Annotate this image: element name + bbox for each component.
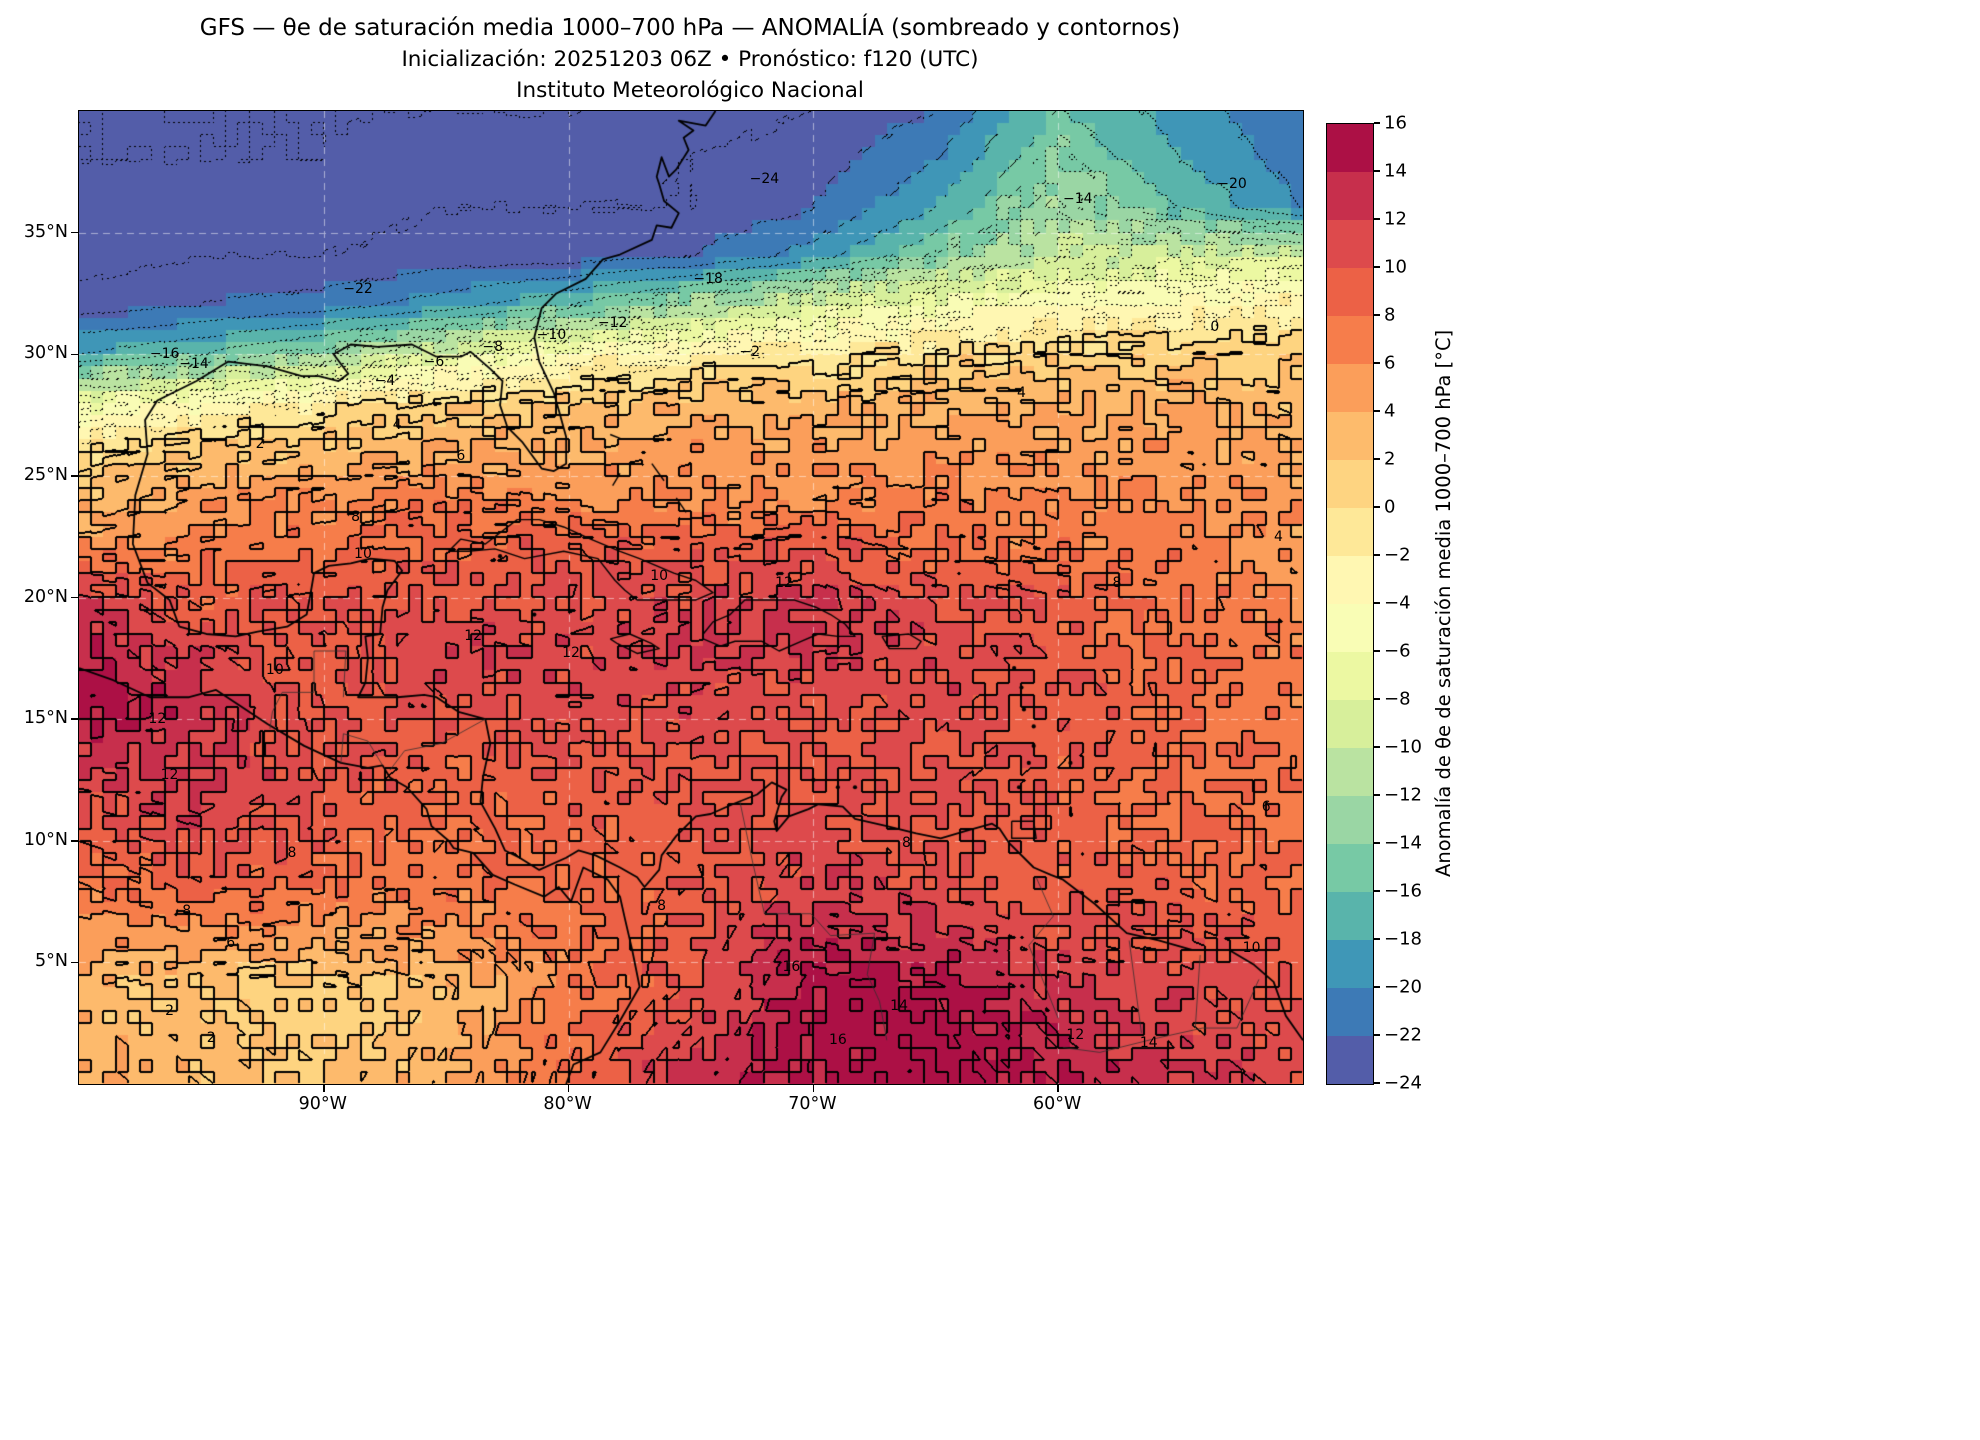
- colorbar-tick-mark: [1374, 986, 1380, 988]
- x-tick-label: 90°W: [298, 1094, 347, 1114]
- colorbar-tick-label: 0: [1384, 496, 1396, 518]
- y-tick-label: 10°N: [23, 829, 68, 850]
- colorbar-tick-mark: [1374, 794, 1380, 796]
- colorbar-axis-label: Anomalía de θe de saturación media 1000–…: [1432, 329, 1455, 877]
- colorbar-band: [1327, 844, 1373, 892]
- colorbar-band: [1327, 556, 1373, 604]
- colorbar-tick-mark: [1374, 362, 1380, 364]
- colorbar-tick-label: −10: [1384, 736, 1422, 758]
- colorbar-band: [1327, 796, 1373, 844]
- y-tick-mark: [70, 718, 78, 720]
- y-tick-label: 20°N: [23, 586, 68, 607]
- y-tick-mark: [70, 596, 78, 599]
- colorbar-tick-mark: [1374, 650, 1380, 652]
- colorbar-band: [1327, 220, 1373, 268]
- x-tick-mark: [323, 1085, 325, 1092]
- colorbar-band: [1327, 652, 1373, 700]
- colorbar-tick-label: 16: [1384, 112, 1407, 134]
- chart-subtitle-init-forecast: Inicialización: 20251203 06Z • Pronóstic…: [401, 47, 979, 72]
- y-tick-mark: [70, 475, 78, 477]
- y-tick-mark: [70, 961, 78, 964]
- colorbar-tick-mark: [1374, 458, 1380, 460]
- colorbar-tick-label: −2: [1384, 544, 1411, 566]
- colorbar-tick-mark: [1374, 602, 1380, 604]
- chart-title: GFS — θe de saturación media 1000–700 hP…: [199, 15, 1181, 41]
- colorbar-tick-mark: [1374, 698, 1380, 700]
- colorbar-tick-label: 10: [1384, 256, 1407, 278]
- colorbar-tick-mark: [1374, 938, 1380, 940]
- colorbar-tick-mark: [1374, 842, 1380, 844]
- map-plot-area: −24 −22 −20 −18 −16 −14 −14 −12 −10 −8 −6 −4 −2 0 2 2 2 4…: [70, 110, 1304, 1092]
- y-tick-label: 25°N: [23, 464, 68, 485]
- colorbar-tick-label: −14: [1384, 832, 1422, 854]
- colorbar-tick-label: 8: [1384, 304, 1396, 326]
- colorbar-tick-mark: [1374, 410, 1380, 412]
- colorbar-tick-mark: [1374, 170, 1380, 172]
- colorbar-tick-label: −20: [1384, 976, 1422, 998]
- x-tick-label: 70°W: [788, 1094, 837, 1114]
- anomaly-map-canvas: [79, 111, 1303, 1084]
- colorbar-tick-label: 2: [1384, 448, 1396, 470]
- colorbar-tick-label: 4: [1384, 400, 1396, 422]
- colorbar-band: [1327, 316, 1373, 364]
- colorbar-tick-label: −8: [1384, 688, 1411, 710]
- colorbar-tick-mark: [1374, 506, 1380, 508]
- colorbar-tick-mark: [1374, 1034, 1380, 1036]
- colorbar-tick-mark: [1374, 266, 1380, 268]
- colorbar-tick-label: 6: [1384, 352, 1396, 374]
- x-tick-mark: [567, 1085, 570, 1092]
- colorbar-tick-mark: [1374, 122, 1380, 124]
- colorbar-band: [1327, 988, 1373, 1036]
- x-tick-label: 80°W: [543, 1094, 592, 1114]
- colorbar-band: [1327, 268, 1373, 316]
- colorbar-tick-mark: [1374, 890, 1380, 892]
- chart-subtitle-institution: Instituto Meteorológico Nacional: [516, 78, 864, 103]
- colorbar-band: [1327, 604, 1373, 652]
- colorbar-band: [1327, 940, 1373, 988]
- colorbar-tick-label: −24: [1384, 1072, 1422, 1094]
- y-tick-label: 5°N: [35, 951, 68, 972]
- y-tick-mark: [70, 840, 78, 842]
- colorbar-band: [1327, 1036, 1373, 1084]
- colorbar: [1326, 123, 1374, 1085]
- y-tick-mark: [70, 353, 78, 355]
- colorbar-band: [1327, 460, 1373, 508]
- x-tick-mark: [812, 1085, 815, 1092]
- colorbar-band: [1327, 700, 1373, 748]
- colorbar-tick-mark: [1374, 554, 1380, 556]
- x-tick-label: 60°W: [1033, 1094, 1082, 1114]
- colorbar-band: [1327, 508, 1373, 556]
- colorbar-tick-mark: [1374, 746, 1380, 748]
- colorbar-tick-label: 12: [1384, 208, 1407, 230]
- colorbar-tick-mark: [1374, 314, 1380, 316]
- colorbar-band: [1327, 748, 1373, 796]
- y-tick-label: 35°N: [23, 221, 68, 242]
- colorbar-band: [1327, 172, 1373, 220]
- colorbar-tick-label: −4: [1384, 592, 1411, 614]
- colorbar-tick-label: −18: [1384, 928, 1422, 950]
- colorbar-band: [1327, 412, 1373, 460]
- colorbar-band: [1327, 364, 1373, 412]
- colorbar-tick-label: −22: [1384, 1024, 1422, 1046]
- x-tick-mark: [1057, 1085, 1059, 1092]
- colorbar-tick-label: 14: [1384, 160, 1407, 182]
- colorbar-tick-label: −16: [1384, 880, 1422, 902]
- colorbar-tick-mark: [1374, 1082, 1380, 1084]
- colorbar-band: [1327, 124, 1373, 172]
- y-tick-label: 30°N: [23, 343, 68, 364]
- colorbar-tick-label: −6: [1384, 640, 1411, 662]
- y-tick-label: 15°N: [23, 708, 68, 729]
- colorbar-band: [1327, 892, 1373, 940]
- colorbar-tick-label: −12: [1384, 784, 1422, 806]
- figure-titles: GFS — θe de saturación media 1000–700 hP…: [78, 12, 1302, 106]
- colorbar-tick-mark: [1374, 218, 1380, 220]
- y-tick-mark: [70, 231, 78, 234]
